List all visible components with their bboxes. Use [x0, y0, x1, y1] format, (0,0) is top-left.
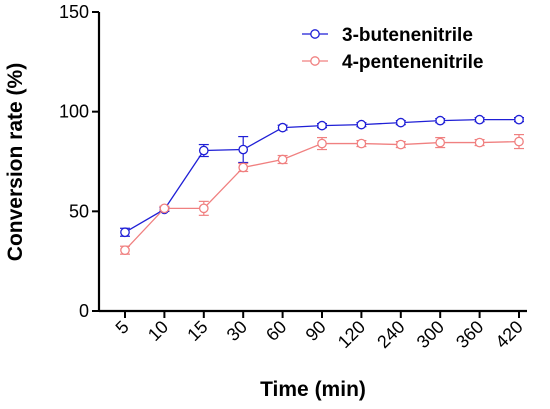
- data-point: [238, 144, 249, 155]
- y-tick-label: 0: [79, 301, 89, 321]
- series-0: [120, 114, 524, 238]
- data-point: [395, 117, 406, 128]
- data-point: [395, 139, 406, 150]
- x-tick-label: 60: [262, 317, 290, 345]
- data-point: [238, 162, 249, 173]
- series-1: [120, 133, 524, 256]
- x-tick-label: 240: [373, 317, 408, 352]
- legend-item: 4-pentenenitrile: [302, 52, 483, 73]
- data-point: [317, 138, 327, 149]
- y-tick-label: 100: [59, 102, 89, 122]
- x-axis: 5 10 15 30 60 90 120 240 300 360 420: [99, 309, 527, 352]
- data-point: [356, 138, 367, 149]
- x-axis-title: Time (min): [260, 378, 366, 401]
- data-point: [277, 154, 288, 165]
- y-axis-title: Conversion rate (%): [4, 63, 27, 261]
- data-point: [317, 120, 327, 131]
- y-tick-label: 150: [59, 2, 89, 22]
- x-tick-label: 10: [144, 317, 172, 345]
- x-tick-label: 5: [112, 317, 133, 338]
- legend-marker: [310, 56, 320, 66]
- data-point: [120, 227, 130, 238]
- data-point: [277, 122, 288, 133]
- x-tick-label: 90: [302, 317, 330, 345]
- data-point: [474, 114, 485, 125]
- legend-item: 3-butenenitrile: [302, 25, 473, 46]
- y-tick-label: 50: [69, 201, 89, 221]
- legend: 3-butenenitrile 4-pentenenitrile: [302, 25, 483, 73]
- data-point: [474, 137, 485, 148]
- legend-label: 4-pentenenitrile: [342, 52, 483, 73]
- legend-marker: [310, 29, 320, 39]
- data-point: [356, 119, 367, 130]
- series-line: [124, 140, 520, 251]
- x-tick-label: 15: [183, 317, 211, 345]
- data-point: [198, 203, 209, 214]
- data-point: [159, 203, 170, 214]
- data-point: [435, 115, 446, 126]
- legend-label: 3-butenenitrile: [342, 25, 473, 46]
- x-tick-label: 30: [223, 317, 251, 345]
- data-point: [120, 245, 130, 256]
- y-axis: 0 50 100 150: [59, 2, 101, 321]
- x-tick-label: 420: [491, 317, 526, 352]
- data-point: [514, 114, 524, 125]
- series-layer: [120, 114, 524, 256]
- x-tick-label: 360: [452, 317, 487, 352]
- x-tick-label: 300: [413, 317, 448, 352]
- data-point: [435, 137, 446, 148]
- x-tick-label: 120: [334, 317, 369, 352]
- series-line: [124, 118, 519, 233]
- data-point: [514, 136, 524, 147]
- data-point: [198, 145, 209, 156]
